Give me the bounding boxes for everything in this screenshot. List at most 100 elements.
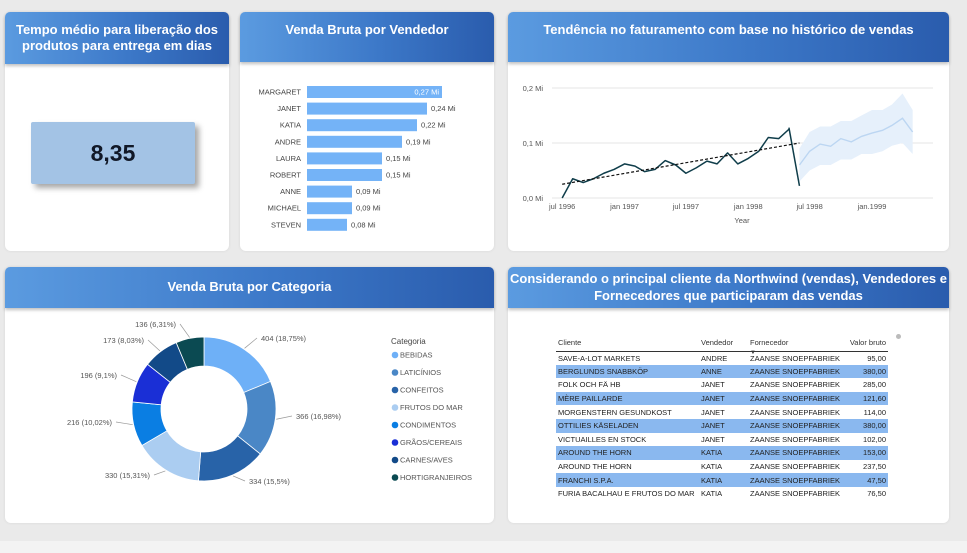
line-x-tick-label: jul 1997 — [672, 202, 699, 211]
donut-data-label: 366 (16,98%) — [296, 412, 342, 421]
cell-fornecedor: ZAANSE SNOEPFABRIEK — [750, 462, 841, 472]
cell-vendedor: JANET — [701, 407, 725, 417]
column-header-cliente[interactable]: Cliente — [556, 334, 699, 352]
bar-value-label: 0,15 Mi — [386, 154, 411, 163]
donut-data-label: 330 (15,31%) — [105, 471, 151, 480]
cell-cliente: VICTUAILLES EN STOCK — [558, 434, 647, 444]
bar-janet[interactable] — [307, 102, 427, 115]
legend-item-label[interactable]: CONDIMENTOS — [400, 421, 456, 430]
cell-valor-bruto: 76,50 — [867, 489, 886, 499]
table-row[interactable]: SAVE-A-LOT MARKETS ANDRE ZAANSE SNOEPFABRI… — [556, 351, 888, 365]
legend-item-label[interactable]: FRUTOS DO MAR — [400, 403, 463, 412]
cell-fornecedor: ZAANSE SNOEPFABRIEK — [748, 418, 843, 433]
donut-chart-title: Venda Bruta por Categoria — [5, 267, 494, 308]
bar-category-label: STEVEN — [271, 220, 301, 229]
line-chart: 0,0 Mi 0,1 Mi 0,2 Mi jul 1996 jan 1997 jul 19… — [523, 84, 933, 225]
column-header-vendedor[interactable]: Vendedor — [699, 334, 748, 352]
bar-michael[interactable] — [307, 202, 352, 215]
kpi-value: 8,35 — [31, 122, 195, 184]
line-chart-title: Tendência no faturamento com base no his… — [508, 12, 949, 62]
column-header-valor-bruto[interactable]: Valor bruto — [842, 334, 888, 352]
bar-anne[interactable] — [307, 185, 352, 198]
table-row[interactable]: BERGLUNDS SNABBKÖP ANNE ZAANSE SNOEPFABRIE… — [556, 364, 888, 379]
bottom-strip — [0, 541, 967, 553]
donut-chart-card: Venda Bruta por Categoria 404 (18,75%) 36… — [5, 267, 494, 523]
bar-value-label: 0,24 Mi — [431, 104, 456, 113]
cell-vendedor: ANDRE — [701, 353, 728, 363]
cell-vendedor: KATIA — [701, 489, 723, 499]
table-row[interactable]: AROUND THE HORN KATIA ZAANSE SNOEPFABRIEK 2… — [556, 460, 888, 474]
donut-data-label: 334 (15,5%) — [249, 477, 290, 486]
cell-fornecedor: ZAANSE SNOEPFABRIEK — [750, 380, 841, 390]
bar-laura[interactable] — [307, 152, 382, 165]
sales-line-drop[interactable] — [788, 127, 801, 187]
cell-fornecedor: ZAANSE SNOEPFABRIEK — [750, 353, 841, 363]
table-row[interactable]: FOLK OCH FÄ HB JANET ZAANSE SNOEPFABRIEK 28… — [556, 378, 888, 392]
bar-steven[interactable] — [307, 218, 347, 231]
legend-marker — [391, 439, 399, 446]
cell-cliente: AROUND THE HORN — [556, 446, 699, 460]
donut-leader-line — [179, 323, 190, 338]
legend-item-label[interactable]: CONFEITOS — [400, 386, 444, 395]
scrollbar-thumb[interactable] — [896, 334, 901, 339]
cell-valor-bruto: 380,00 — [842, 364, 888, 379]
legend-item-label[interactable]: LATICÍNIOS — [400, 368, 441, 377]
sales-table: Cliente Vendedor Fornecedor ▼ Valor brut… — [556, 334, 888, 501]
bar-katia[interactable] — [307, 119, 417, 132]
line-x-axis-title: Year — [734, 216, 750, 225]
bar-value-label: 0,09 Mi — [356, 204, 381, 213]
line-x-tick-label: jul 1996 — [548, 202, 575, 211]
donut-data-label: 136 (6,31%) — [135, 320, 176, 329]
line-chart-card: Tendência no faturamento com base no his… — [508, 12, 949, 251]
table-card: Considerando o principal cliente da Nort… — [508, 267, 949, 523]
legend-item-label[interactable]: HORTIGRANJEIROS — [400, 473, 472, 482]
cell-valor-bruto: 121,60 — [842, 391, 888, 406]
bar-value-label: 0,19 Mi — [406, 137, 431, 146]
legend-title: Categoria — [391, 337, 426, 346]
cell-fornecedor: ZAANSE SNOEPFABRIEK — [748, 364, 843, 379]
donut-slice-hortigranjeiros[interactable] — [175, 336, 205, 370]
cell-vendedor: KATIA — [699, 446, 748, 460]
bar-category-label: MICHAEL — [268, 204, 301, 213]
cell-fornecedor: ZAANSE SNOEPFABRIEK — [748, 473, 843, 487]
cell-vendedor: KATIA — [701, 462, 723, 472]
cell-fornecedor: ZAANSE SNOEPFABRIEK — [750, 489, 841, 499]
donut-leader-line — [115, 421, 133, 426]
table-row[interactable]: MORGENSTERN GESUNDKOST JANET ZAANSE SNOEPF… — [556, 405, 888, 419]
bar-robert[interactable] — [307, 169, 382, 181]
bar-andre[interactable] — [307, 135, 402, 148]
table-row[interactable]: FURIA BACALHAU E FRUTOS DO MAR KATIA ZAANS… — [556, 487, 888, 501]
column-header-fornecedor-label: Fornecedor — [750, 337, 789, 347]
table-row[interactable]: MÈRE PAILLARDE JANET ZAANSE SNOEPFABRIEK 12… — [556, 391, 888, 406]
line-y-tick-label: 0,2 Mi — [523, 84, 544, 93]
table-row[interactable]: VICTUAILLES EN STOCK JANET ZAANSE SNOEPFAB… — [556, 433, 888, 447]
donut-chart: 404 (18,75%) 366 (16,98%) 334 (15,5%) 330 (… — [67, 320, 472, 486]
legend-item-label[interactable]: CARNES/AVES — [400, 456, 453, 465]
table-row[interactable]: OTTILIES KÄSELADEN JANET ZAANSE SNOEPFABRI… — [556, 418, 888, 433]
legend-marker — [391, 369, 399, 376]
line-x-tick-label: jan.1999 — [857, 202, 887, 211]
line-y-tick-label: 0,0 Mi — [523, 194, 544, 203]
legend-item-label[interactable]: GRÃOS/CEREAIS — [400, 438, 462, 447]
donut-leader-line — [153, 470, 166, 476]
donut-leader-line — [232, 475, 246, 482]
bar-category-label: KATIA — [280, 121, 301, 130]
legend-marker — [391, 351, 399, 359]
cell-cliente: BERGLUNDS SNABBKÖP — [556, 364, 699, 379]
cell-valor-bruto: 153,00 — [842, 446, 888, 460]
cell-fornecedor: ZAANSE SNOEPFABRIEK — [750, 407, 841, 417]
table-row[interactable]: AROUND THE HORN KATIA ZAANSE SNOEPFABRIEK 1… — [556, 446, 888, 460]
legend-item-label[interactable]: BEBIDAS — [400, 351, 433, 360]
donut-data-label: 216 (10,02%) — [67, 418, 113, 427]
cell-fornecedor: ZAANSE SNOEPFABRIEK — [750, 434, 841, 444]
bar-margaret[interactable] — [307, 86, 442, 98]
column-header-fornecedor[interactable]: Fornecedor ▼ — [748, 334, 843, 356]
donut-slice-bebidas[interactable] — [203, 336, 272, 394]
cell-valor-bruto: 95,00 — [867, 353, 886, 363]
legend-marker — [391, 404, 399, 411]
cell-valor-bruto: 237,50 — [863, 462, 886, 472]
line-x-tick-label: jan 1997 — [609, 202, 639, 211]
forecast-line — [798, 117, 914, 166]
sales-line[interactable] — [561, 128, 790, 199]
table-row[interactable]: FRANCHI S.P.A. KATIA ZAANSE SNOEPFABRIEK 47… — [556, 473, 888, 487]
